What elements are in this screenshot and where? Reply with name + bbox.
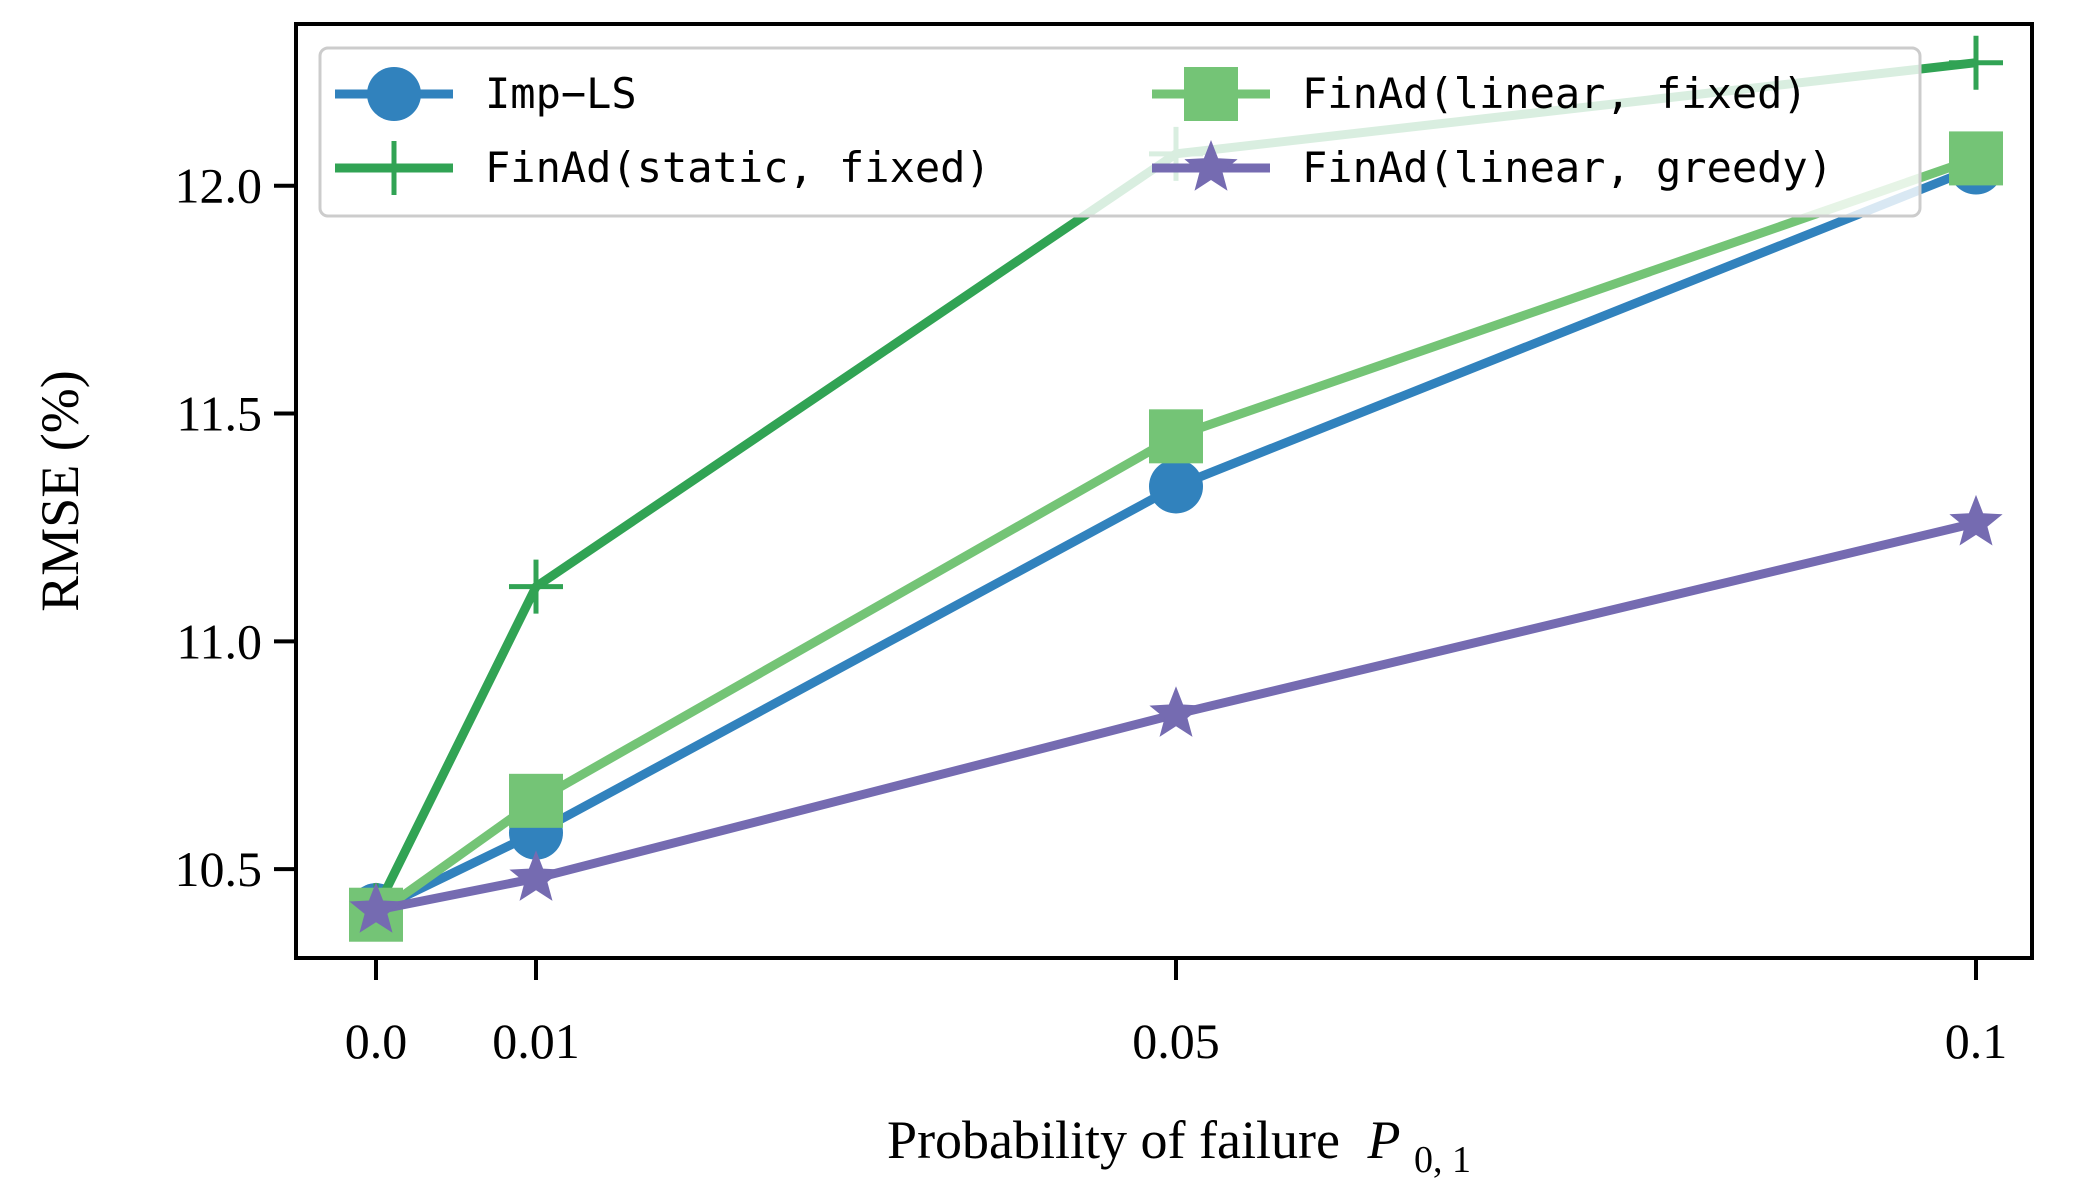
x-axis: 0.0 0.01 0.05 0.1 [345, 958, 2008, 1069]
data-point-plus [1949, 35, 2003, 90]
data-point-star [1149, 686, 1203, 737]
series-line [373, 154, 1978, 919]
y-tick-label: 11.0 [176, 613, 262, 669]
legend-marker-star [1184, 140, 1238, 191]
x-axis-title: Probability of failure P 0, 1 [887, 1110, 1471, 1181]
legend-item: FinAd(linear, fixed) [1152, 67, 1808, 121]
y-axis-title: RMSE (%) [30, 370, 90, 612]
series-4 [349, 494, 2003, 933]
data-point-star [349, 882, 403, 933]
legend: Imp−LS FinAd(linear, fixed) FinAd(static, … [318, 46, 1922, 218]
legend-box [318, 46, 1922, 218]
data-point-square [1149, 409, 1203, 464]
y-tick-label: 11.5 [176, 386, 262, 442]
data-point-square [509, 773, 563, 828]
legend-marker-plus [367, 141, 421, 195]
legend-label: Imp−LS [485, 69, 637, 118]
data-point-star [509, 850, 563, 901]
legend-marker-square [1184, 67, 1238, 121]
data-point-square [1949, 131, 2003, 186]
legend-item: Imp−LS [335, 67, 637, 121]
x-axis-title-symbol: P [1366, 1110, 1400, 1170]
series-3 [349, 131, 2003, 942]
data-point-plus [509, 559, 563, 614]
y-tick-label: 12.0 [175, 158, 263, 214]
legend-item: FinAd(linear, greedy) [1152, 140, 1833, 192]
x-tick-label: 0.05 [1132, 1013, 1220, 1069]
series-line [374, 163, 1978, 915]
plot-area-frame [294, 22, 2034, 960]
legend-marker-circle [367, 67, 421, 121]
legend-label: FinAd(linear, greedy) [1302, 143, 1833, 192]
data-point-circle [1149, 459, 1203, 514]
x-tick-label: 0.1 [1945, 1013, 2008, 1069]
y-tick-label: 10.5 [175, 841, 263, 897]
x-axis-title-subscript: 0, 1 [1414, 1139, 1471, 1181]
legend-label: FinAd(linear, fixed) [1302, 69, 1808, 118]
legend-label: FinAd(static, fixed) [485, 143, 991, 192]
x-tick-label: 0.0 [345, 1013, 408, 1069]
x-axis-title-text: Probability of failure [887, 1110, 1340, 1170]
series-line [375, 518, 1978, 915]
x-tick-label: 0.01 [492, 1013, 580, 1069]
data-point-star [1949, 494, 2003, 546]
legend-item: FinAd(static, fixed) [335, 141, 991, 195]
series-1 [349, 140, 2003, 938]
y-axis: 10.5 11.0 11.5 12.0 [175, 158, 296, 897]
